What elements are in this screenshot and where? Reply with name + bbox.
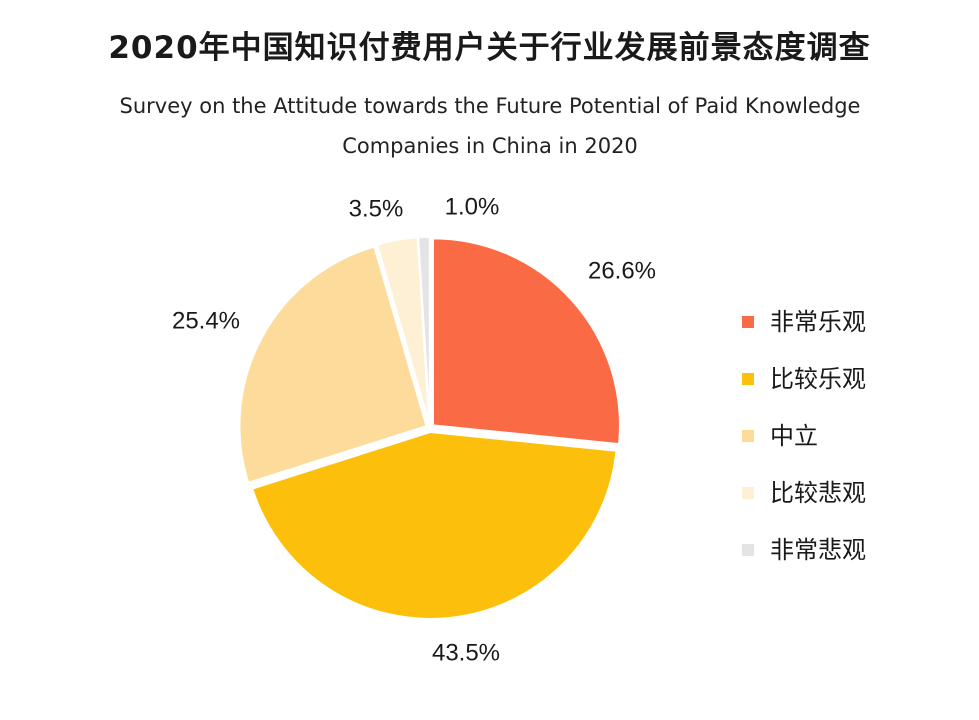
pie-slice	[417, 236, 431, 425]
pie-slice	[431, 237, 621, 446]
pie-slice	[250, 430, 618, 620]
pie-slice	[238, 245, 428, 485]
slice-value-label: 25.4%	[172, 307, 240, 334]
slice-value-label: 3.5%	[349, 195, 404, 222]
legend-swatch	[742, 544, 754, 556]
legend-label: 中立	[770, 422, 818, 450]
slice-value-label: 43.5%	[432, 639, 500, 666]
slice-value-label: 1.0%	[445, 193, 500, 220]
chart-title: 2020年中国知识付费用户关于行业发展前景态度调查	[108, 30, 871, 66]
legend-label: 比较悲观	[770, 479, 866, 507]
legend-label: 非常乐观	[770, 308, 866, 336]
legend-swatch	[742, 487, 754, 499]
legend-swatch	[742, 316, 754, 328]
legend-label: 非常悲观	[770, 536, 866, 564]
legend-swatch	[742, 430, 754, 442]
chart-subtitle: Survey on the Attitude towards the Futur…	[119, 94, 861, 158]
legend-swatch	[742, 373, 754, 385]
legend-label: 比较乐观	[770, 365, 866, 393]
slice-value-label: 26.6%	[588, 257, 656, 284]
